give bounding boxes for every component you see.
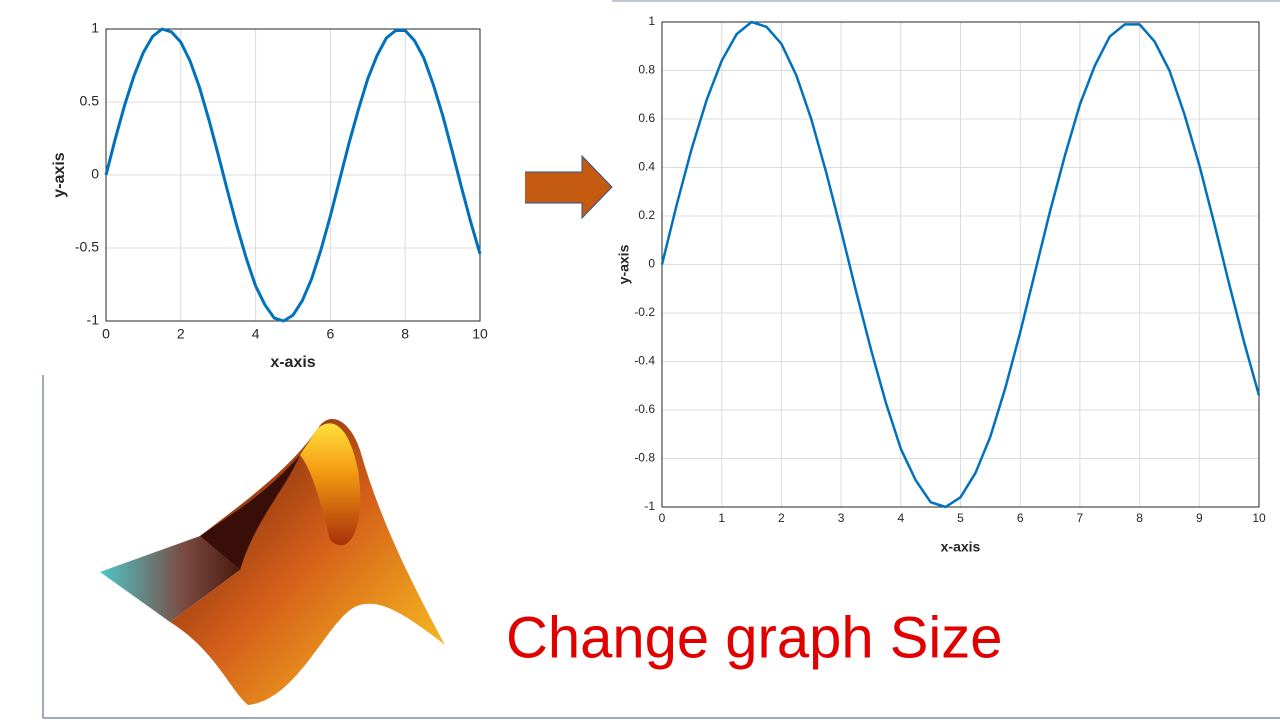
y-tick-label: 0	[91, 166, 99, 182]
caption: Change graph Size	[506, 605, 1003, 670]
x-tick-label: 3	[838, 511, 845, 525]
x-tick-label: 8	[1136, 511, 1143, 525]
x-tick-label: 9	[1196, 511, 1203, 525]
x-tick-label: 6	[327, 326, 335, 342]
matlab-logo	[100, 419, 445, 705]
y-tick-label: -1	[87, 312, 100, 328]
x-tick-label: 4	[252, 326, 260, 342]
x-tick-label: 7	[1077, 511, 1084, 525]
x-tick-label: 10	[1252, 511, 1266, 525]
y-tick-label: -0.6	[634, 402, 655, 416]
x-tick-label: 0	[102, 326, 110, 342]
x-axis-label: x-axis	[941, 539, 981, 555]
y-axis-label: y-axis	[51, 152, 68, 197]
y-tick-label: 0	[648, 257, 655, 271]
y-tick-label: 1	[91, 20, 99, 36]
y-tick-label: 0.8	[638, 63, 655, 77]
x-tick-label: 4	[897, 511, 904, 525]
x-tick-label: 10	[472, 326, 488, 342]
y-tick-label: -1	[644, 499, 655, 513]
y-tick-label: -0.4	[634, 354, 655, 368]
chart: 0 1 2 3 4 5 6 7 8 9 10 -1 -0.8 -0.6 -0.4 -0.2 0 0.2 0.4 0.6…	[616, 14, 1266, 555]
chart-panel	[43, 0, 525, 375]
y-tick-label: -0.2	[634, 305, 655, 319]
y-tick-label: 1	[648, 14, 655, 28]
chart: 0 2 4 6 8 10 -1 -0.5 0 0.5 1 x-axis y-axis	[43, 0, 525, 375]
x-tick-label: 2	[778, 511, 785, 525]
y-tick-label: -0.5	[75, 239, 99, 255]
sine-line	[660, 20, 1261, 509]
y-tick-label: -0.8	[634, 451, 655, 465]
y-axis-label: y-axis	[616, 244, 632, 284]
sine-line	[104, 27, 482, 323]
x-tick-label: 2	[177, 326, 185, 342]
y-tick-label: 0.4	[638, 160, 655, 174]
x-tick-label: 5	[957, 511, 964, 525]
x-tick-label: 8	[401, 326, 409, 342]
x-tick-label: 6	[1017, 511, 1024, 525]
x-tick-label: 0	[659, 511, 666, 525]
x-axis-label: x-axis	[270, 354, 315, 371]
x-tick-label: 1	[718, 511, 725, 525]
y-tick-label: 0.2	[638, 208, 655, 222]
y-tick-label: 0.5	[80, 93, 100, 109]
y-tick-label: 0.6	[638, 111, 655, 125]
